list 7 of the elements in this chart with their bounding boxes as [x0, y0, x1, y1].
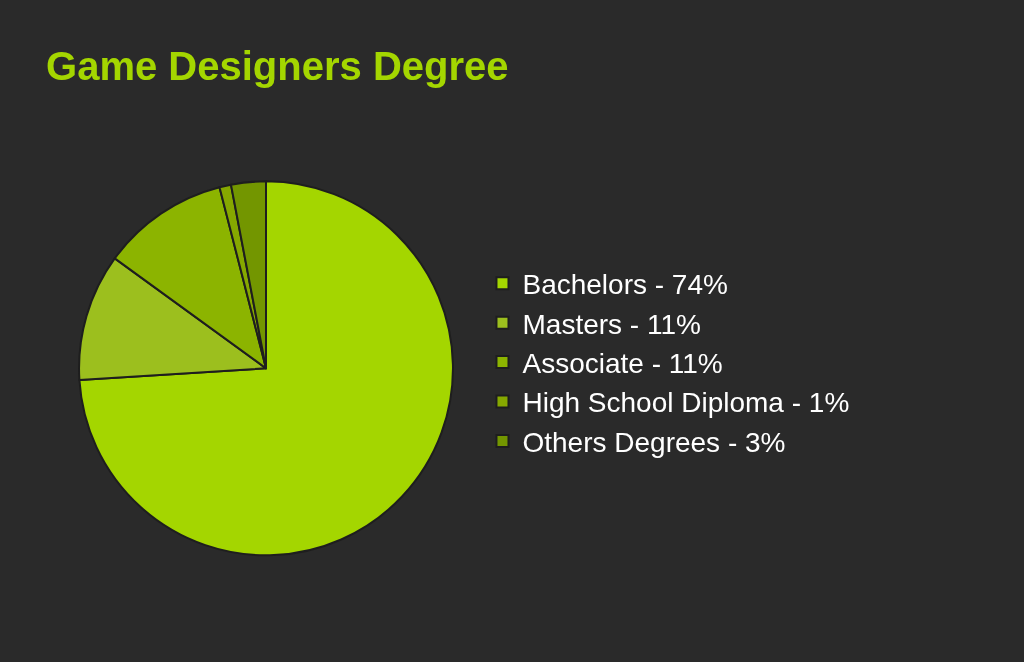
pie-slice [78, 180, 454, 557]
legend-label: Bachelors - 74% [522, 269, 728, 301]
legend-label: Masters - 11% [522, 308, 701, 340]
legend-label: Associate - 11% [522, 348, 723, 380]
chart-title: Game Designers Degree [46, 44, 509, 89]
legend-label: High School Diploma - 1% [522, 387, 850, 419]
legend-label: Others Degrees - 3% [522, 426, 786, 458]
